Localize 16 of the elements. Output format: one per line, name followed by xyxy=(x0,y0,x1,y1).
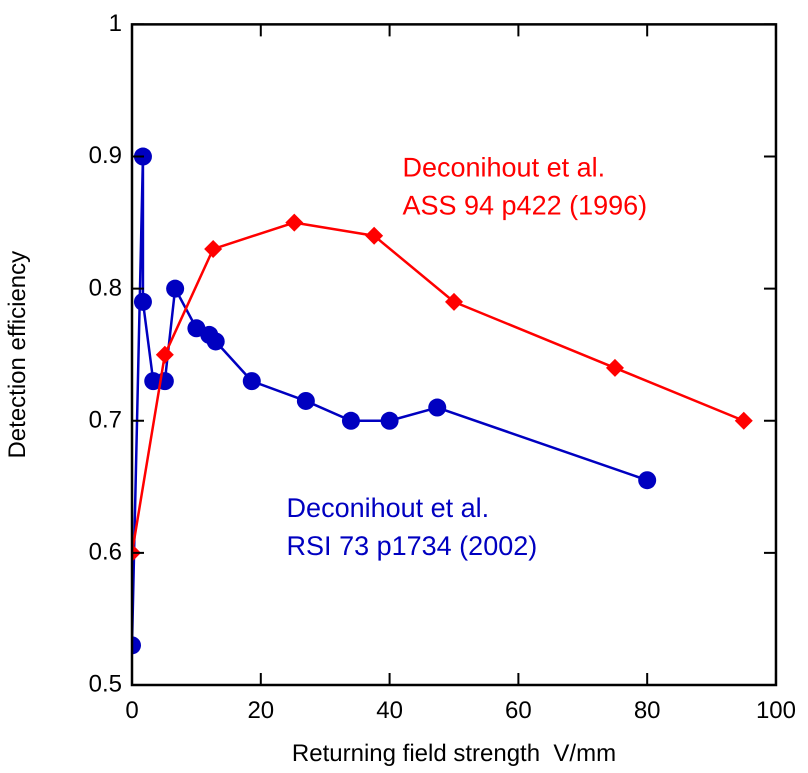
x-tick-label: 100 xyxy=(756,697,796,724)
y-tick-label: 0.6 xyxy=(88,538,122,566)
y-tick-label: 0.5 xyxy=(88,670,122,698)
y-tick-label: 0.8 xyxy=(88,274,122,302)
y-tick-label: 0.7 xyxy=(88,406,122,434)
x-tick-label: 0 xyxy=(125,697,139,724)
series-label: Deconihout et al. RSI 73 p1734 (2002) xyxy=(286,493,538,562)
x-tick-label: 20 xyxy=(247,697,274,724)
x-axis-title: Returning field strength V/mm xyxy=(292,740,616,768)
y-axis-title: Detection efficiency xyxy=(4,250,32,459)
y-tick-label: 1 xyxy=(108,10,122,38)
series-label: Deconihout et al. ASS 94 p422 (1996) xyxy=(402,152,648,220)
y-tick-label: 0.9 xyxy=(88,142,122,170)
x-tick-label: 40 xyxy=(376,697,403,724)
x-tick-label: 80 xyxy=(634,697,661,724)
x-tick-label: 60 xyxy=(505,697,532,724)
